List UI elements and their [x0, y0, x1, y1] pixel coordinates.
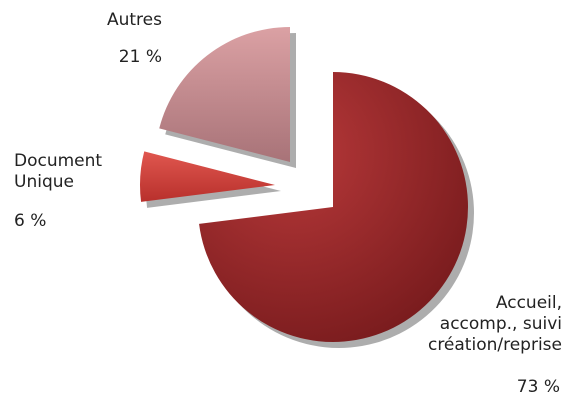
pie-slice	[159, 27, 290, 162]
value-label: 6 %	[14, 211, 46, 231]
pie-slice	[139, 151, 275, 202]
value-label: 21 %	[119, 47, 162, 67]
value-label: 73 %	[517, 377, 560, 397]
slice-label: Document Unique	[14, 151, 102, 192]
slice-label: Autres	[107, 10, 162, 30]
slice-label: Accueil, accomp., suivi création/reprise	[428, 293, 562, 355]
pie-slice	[199, 72, 469, 342]
